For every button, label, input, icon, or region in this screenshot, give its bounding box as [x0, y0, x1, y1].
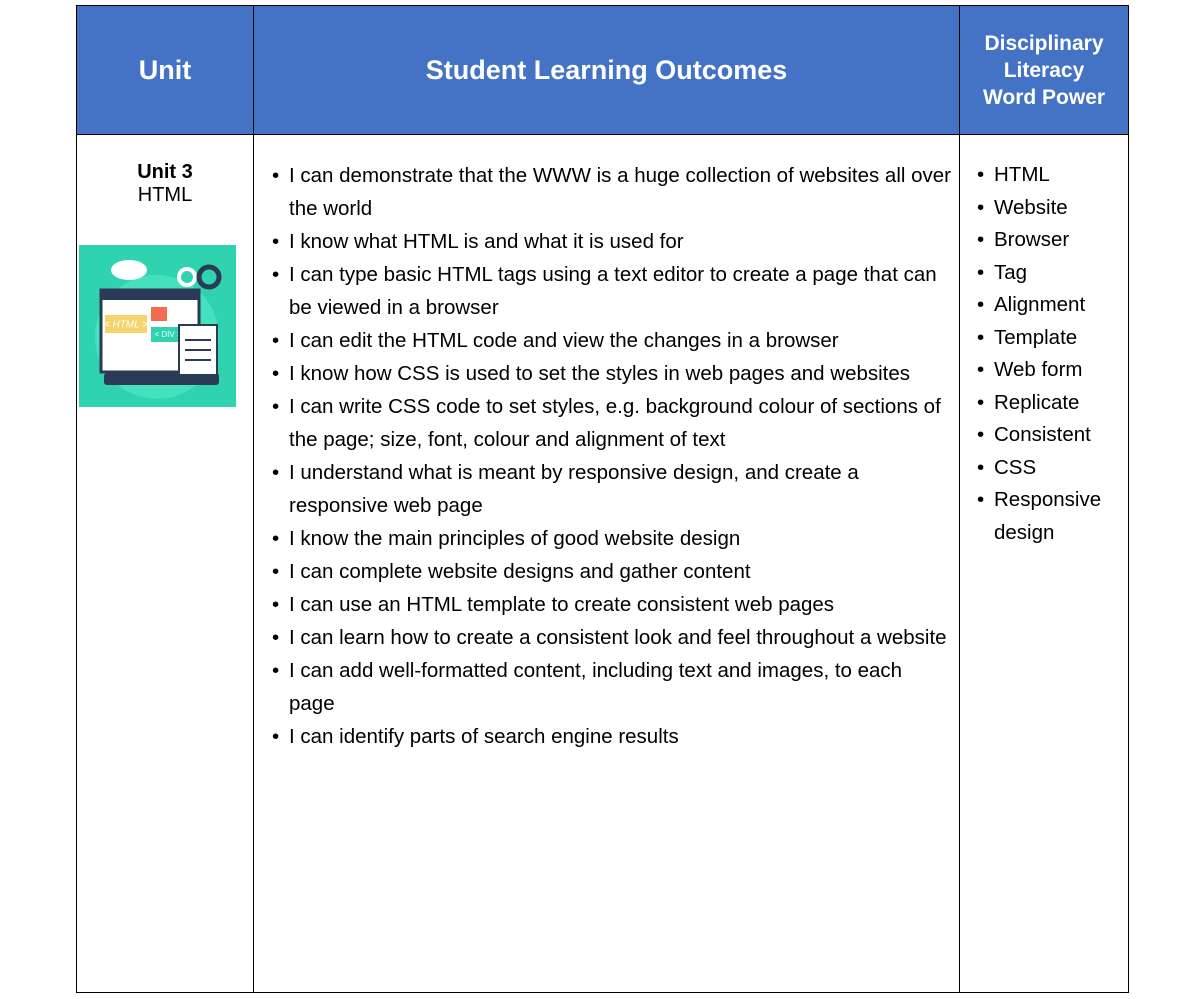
word-item: HTML: [977, 159, 1124, 192]
word-list: HTMLWebsiteBrowserTagAlignmentTemplateWe…: [960, 135, 1128, 549]
word-item: Website: [977, 192, 1124, 225]
word-item: Browser: [977, 224, 1124, 257]
word-power-cell: HTMLWebsiteBrowserTagAlignmentTemplateWe…: [959, 134, 1129, 993]
outcome-item: I can write CSS code to set styles, e.g.…: [272, 390, 951, 456]
unit-cell: Unit 3 HTML < HTML > < DIV >: [76, 134, 254, 993]
body-row: Unit 3 HTML < HTML > < DIV > I can demon…: [76, 134, 1129, 993]
header-cell: Unit: [76, 5, 254, 135]
header-row: Unit Student Learning Outcomes Disciplin…: [76, 5, 1129, 135]
outcome-item: I can edit the HTML code and view the ch…: [272, 324, 951, 357]
header-line: Literacy: [1003, 58, 1085, 82]
outcomes-cell: I can demonstrate that the WWW is a huge…: [253, 134, 960, 993]
illustration: < HTML > < DIV >: [79, 245, 236, 407]
header-cell: Student Learning Outcomes: [253, 5, 960, 135]
header-cell: Disciplinary Literacy Word Power: [959, 5, 1129, 135]
header-line: Word Power: [982, 85, 1106, 109]
word-item: Replicate: [977, 387, 1124, 420]
outcome-list: I can demonstrate that the WWW is a huge…: [254, 135, 959, 753]
outcome-item: I know the main principles of good websi…: [272, 522, 951, 555]
unit-name: HTML: [137, 184, 193, 206]
image-label: < HTML >: [104, 320, 148, 331]
outcome-item: I know what HTML is and what it is used …: [272, 225, 951, 258]
word-item: Web form: [977, 354, 1124, 387]
word-item: Alignment: [977, 289, 1124, 322]
word-item: Responsive design: [977, 484, 1124, 549]
outcome-item: I can complete website designs and gathe…: [272, 555, 951, 588]
outcome-item: I can type basic HTML tags using a text …: [272, 258, 951, 324]
outcome-item: I can identify parts of search engine re…: [272, 720, 951, 753]
outcome-item: I understand what is meant by responsive…: [272, 456, 951, 522]
header-line: Disciplinary: [984, 31, 1104, 55]
unit-title: Unit 3: [137, 161, 193, 183]
word-item: Consistent: [977, 419, 1124, 452]
word-item: Tag: [977, 257, 1124, 290]
word-item: Template: [977, 322, 1124, 355]
outcome-item: I know how CSS is used to set the styles…: [272, 357, 951, 390]
outcome-item: I can demonstrate that the WWW is a huge…: [272, 159, 951, 225]
outcome-item: I can use an HTML template to create con…: [272, 588, 951, 621]
outcome-item: I can learn how to create a consistent l…: [272, 621, 951, 654]
word-item: CSS: [977, 452, 1124, 485]
outcomes-table: Unit Student Learning Outcomes Disciplin…: [76, 5, 1129, 993]
outcome-item: I can add well-formatted content, includ…: [272, 654, 951, 720]
image-label: < DIV >: [154, 330, 181, 339]
